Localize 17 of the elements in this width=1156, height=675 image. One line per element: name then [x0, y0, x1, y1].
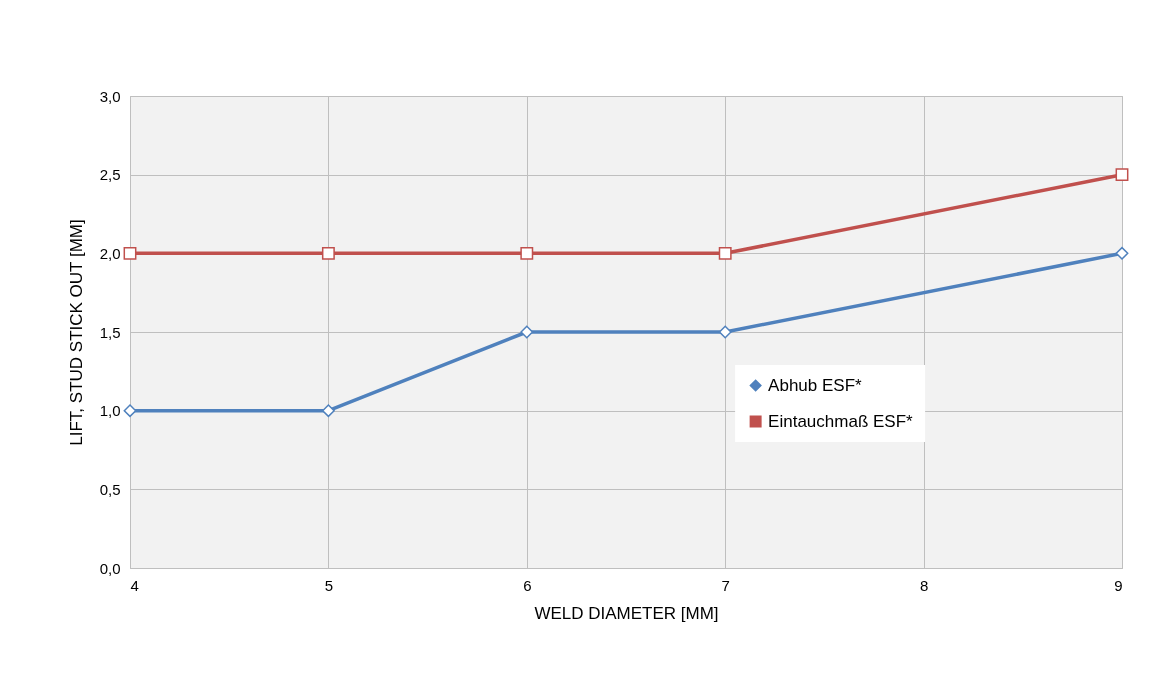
y-tick-label: 0,5 [99, 480, 121, 498]
y-tick-label: 1,5 [99, 323, 121, 341]
legend-label: Eintauchmaß ESF* [768, 411, 914, 431]
x-tick-label: 5 [324, 576, 334, 594]
y-tick-label: 2,0 [99, 244, 121, 262]
y-tick-label: 0,0 [99, 559, 121, 577]
x-tick-label: 6 [523, 576, 532, 594]
legend-label: Abhub ESF* [768, 375, 863, 395]
y-tick-label: 1,0 [99, 402, 121, 420]
x-tick-label: 8 [919, 576, 929, 594]
y-axis-title: LIFT, STUD STICK OUT [MM] [66, 219, 86, 446]
x-tick-label: 4 [130, 576, 139, 594]
y-tick-label: 3,0 [99, 87, 121, 105]
x-axis-title: WELD DIAMETER [MM] [534, 603, 719, 623]
y-tick-label: 2,5 [99, 166, 121, 184]
x-tick-label: 9 [1114, 576, 1123, 594]
x-tick-label: 7 [721, 576, 730, 594]
